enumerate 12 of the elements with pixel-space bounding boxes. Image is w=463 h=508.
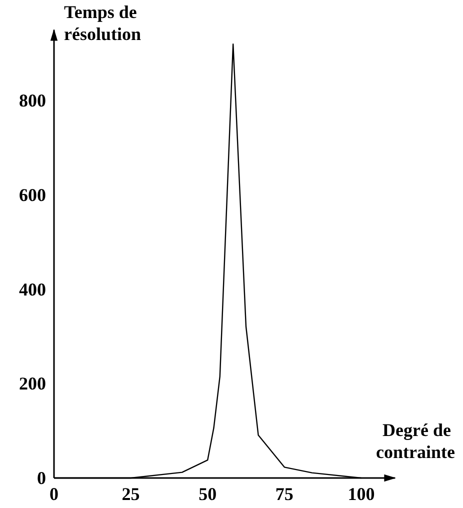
x-tick-label: 50 — [198, 484, 217, 504]
x-axis-title: Degré de contrainte — [376, 420, 456, 462]
y-axis-title: Temps de résolution — [64, 2, 142, 44]
y-tick-label: 600 — [19, 185, 46, 206]
y-tick-label: 0 — [37, 468, 46, 488]
x-tick-label: 25 — [122, 484, 140, 504]
x-tick-label: 0 — [50, 484, 58, 504]
y-tick-label: 400 — [19, 279, 46, 300]
y-tick-label: 800 — [19, 90, 46, 111]
y-tick-label: 200 — [19, 374, 46, 394]
x-tick-label: 100 — [348, 484, 375, 504]
x-tick-label: 75 — [275, 484, 294, 504]
